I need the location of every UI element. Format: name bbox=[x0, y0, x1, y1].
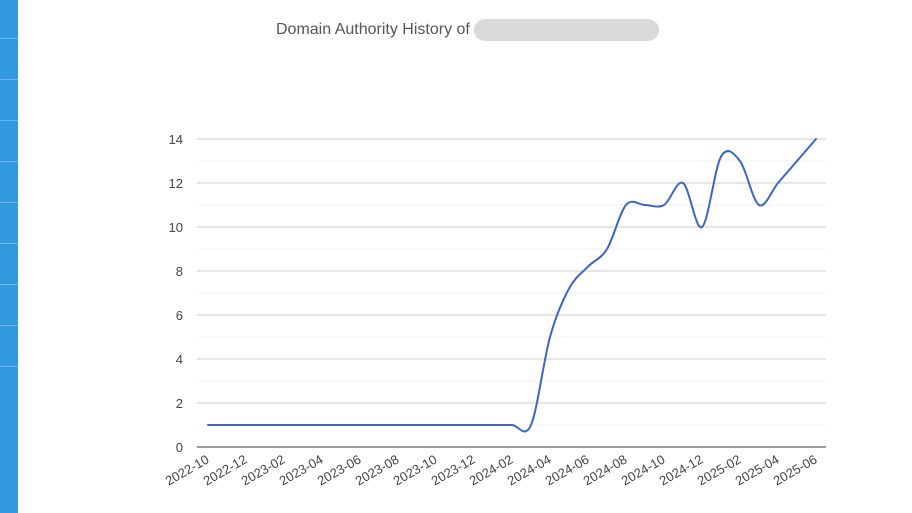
sidebar-separator bbox=[0, 79, 18, 80]
x-tick-label: 2025-06 bbox=[771, 452, 820, 489]
redacted-domain-placeholder bbox=[473, 19, 659, 41]
sidebar-separator bbox=[0, 243, 18, 244]
y-tick-label: 6 bbox=[176, 308, 183, 323]
y-tick-label: 12 bbox=[169, 176, 183, 191]
y-tick-label: 2 bbox=[176, 396, 183, 411]
y-tick-label: 10 bbox=[169, 220, 183, 235]
x-axis: 2022-102022-122023-022023-042023-062023-… bbox=[163, 446, 826, 489]
sidebar-separator bbox=[0, 366, 18, 367]
series-line bbox=[207, 138, 817, 433]
sidebar-separator bbox=[0, 120, 18, 121]
sidebar-separator bbox=[0, 38, 18, 39]
chart-title-row: Domain Authority History of bbox=[276, 19, 659, 41]
y-tick-label: 14 bbox=[169, 132, 183, 147]
series-layer bbox=[207, 138, 817, 433]
chart-title: Domain Authority History of bbox=[276, 21, 470, 38]
sidebar-separator bbox=[0, 202, 18, 203]
y-tick-label: 8 bbox=[176, 264, 183, 279]
sidebar-separator bbox=[0, 284, 18, 285]
sidebar-separator bbox=[0, 161, 18, 162]
y-tick-label: 0 bbox=[176, 440, 183, 455]
left-sidebar-strip bbox=[0, 0, 18, 513]
sidebar-separator bbox=[0, 325, 18, 326]
grid-lines bbox=[197, 138, 826, 426]
y-tick-label: 4 bbox=[176, 352, 183, 367]
y-axis: 0 2 4 6 8 10 12 14 bbox=[169, 132, 183, 455]
